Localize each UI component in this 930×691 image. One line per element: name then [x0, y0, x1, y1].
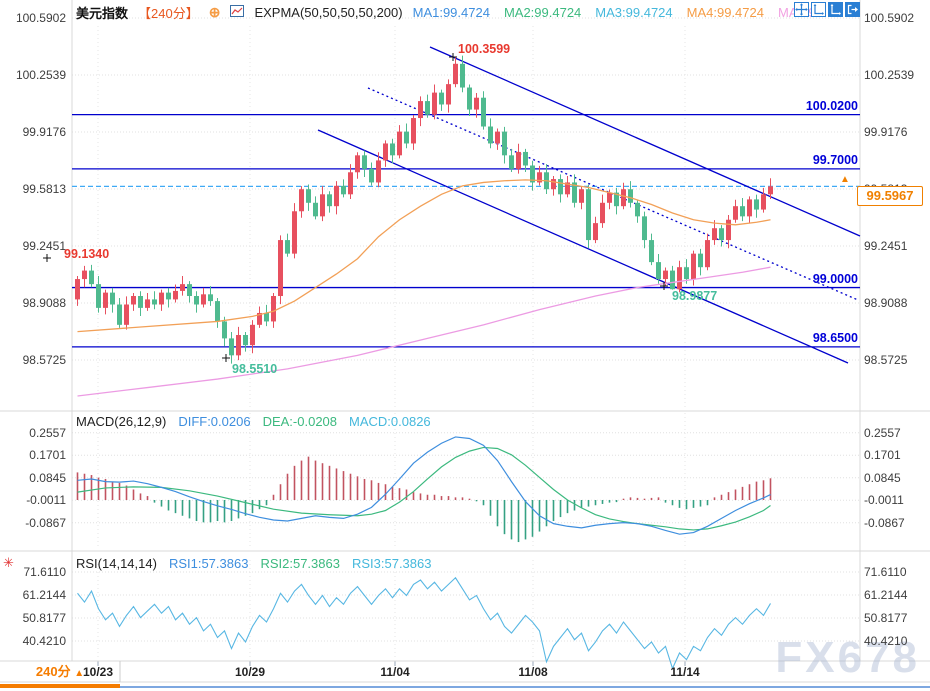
exit-chart-icon[interactable] [845, 2, 860, 17]
macd-legend-item: DIFF:0.0206 [178, 414, 251, 429]
macd-legend-item: DEA:-0.0208 [262, 414, 338, 429]
axis-scale-filled-icon[interactable] [828, 2, 843, 17]
mini-chart-icon [230, 5, 245, 20]
tab-arrow-icon: ▲ [74, 668, 85, 679]
timeframe-tab[interactable]: 240分 ▲ [35, 664, 85, 679]
ma-legend-item: MA3:99.4724 [595, 5, 673, 20]
rsi-panel-header: RSI(14,14,14) RSI1:57.3863 RSI2:57.3863 RS… [76, 556, 431, 571]
current-price-tag: 99.5967 [857, 186, 923, 206]
price-up-arrow-icon: ▲ [840, 174, 850, 185]
ma-legend-item: MA4:99.4724 [686, 5, 764, 20]
indicator-name: EXPMA(50,50,50,50,200) [254, 5, 403, 20]
indicator-settings-icon[interactable]: ✳ [3, 555, 14, 570]
axis-scale-icon[interactable] [811, 2, 826, 17]
price-panel-header: 美元指数 【240分】 ⊕ EXPMA(50,50,50,50,200) MA1… [76, 3, 816, 22]
ma-legend-item: MA2:99.4724 [503, 5, 582, 20]
symbol-name: 美元指数 [76, 6, 129, 21]
add-indicator-button[interactable]: ⊕ [208, 4, 221, 20]
rsi-legend-item: RSI3:57.3863 [351, 556, 432, 571]
ma-legend: MA1:99.4724 MA2:99.4724 MA3:99.4724 MA4:99.… [413, 5, 816, 20]
macd-legend: DIFF:0.0206 DEA:-0.0208 MACD:0.0826 [178, 414, 430, 429]
active-tab-underline [0, 684, 120, 688]
macd-panel-header: MACD(26,12,9) DIFF:0.0206 DEA:-0.0208 MACD… [76, 414, 431, 429]
rsi-legend: RSI1:57.3863 RSI2:57.3863 RSI3:57.3863 [169, 556, 432, 571]
macd-legend-item: MACD:0.0826 [349, 414, 431, 429]
move-icon[interactable] [794, 2, 809, 17]
ma-legend-item: MA1:99.4724 [412, 5, 490, 20]
macd-title: MACD(26,12,9) [76, 414, 167, 429]
rsi-legend-item: RSI2:57.3863 [260, 556, 340, 571]
chart-toolbar [794, 2, 860, 17]
rsi-legend-item: RSI1:57.3863 [168, 556, 249, 571]
rsi-title: RSI(14,14,14) [76, 556, 157, 571]
horizontal-scrollbar[interactable] [120, 686, 930, 688]
timeframe-label: 【240分】 [138, 6, 199, 21]
